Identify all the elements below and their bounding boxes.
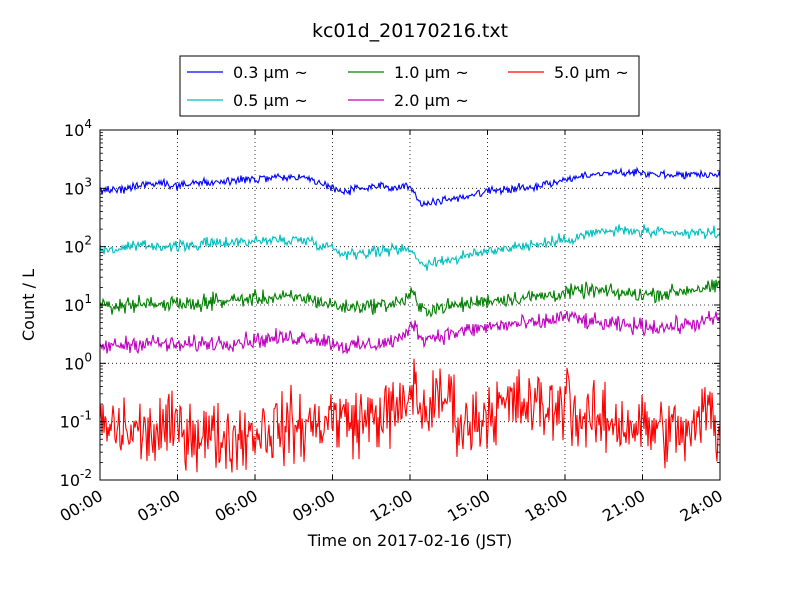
y-axis-label: Count / L xyxy=(19,269,38,341)
axis-ticks xyxy=(99,129,721,481)
legend-label-4: 5.0 μm ~ xyxy=(554,63,629,82)
series-lines xyxy=(99,166,721,473)
y-tick-label: 10-1 xyxy=(60,409,92,432)
y-tick-label: 104 xyxy=(64,117,92,140)
legend-label-3: 2.0 μm ~ xyxy=(394,91,469,110)
y-tick-label: 102 xyxy=(64,234,92,257)
y-axis-tick-labels: 10-2 10-1 100 101 102 103 104 xyxy=(60,117,92,490)
chart-title: kc01d_20170216.txt xyxy=(312,20,508,42)
y-tick-label: 100 xyxy=(64,350,92,373)
legend-frame xyxy=(179,55,640,117)
series-line-3 xyxy=(99,310,721,355)
legend-label-1: 0.5 μm ~ xyxy=(233,91,308,110)
y-tick-label: 103 xyxy=(64,175,92,198)
series-line-0 xyxy=(99,166,721,208)
x-axis-label: Time on 2017-02-16 (JST) xyxy=(307,531,512,550)
legend-label-0: 0.3 μm ~ xyxy=(233,63,308,82)
legend: 0.3 μm ~ 0.5 μm ~ 1.0 μm ~ 2.0 μm ~ 5.0 μm ~ xyxy=(179,55,640,117)
series-line-4 xyxy=(99,358,721,473)
series-line-2 xyxy=(99,279,721,318)
y-tick-label: 101 xyxy=(64,292,92,315)
y-tick-label: 10-2 xyxy=(60,467,92,490)
series-line-1 xyxy=(99,224,721,271)
legend-label-2: 1.0 μm ~ xyxy=(394,63,469,82)
plot-area xyxy=(99,129,721,481)
